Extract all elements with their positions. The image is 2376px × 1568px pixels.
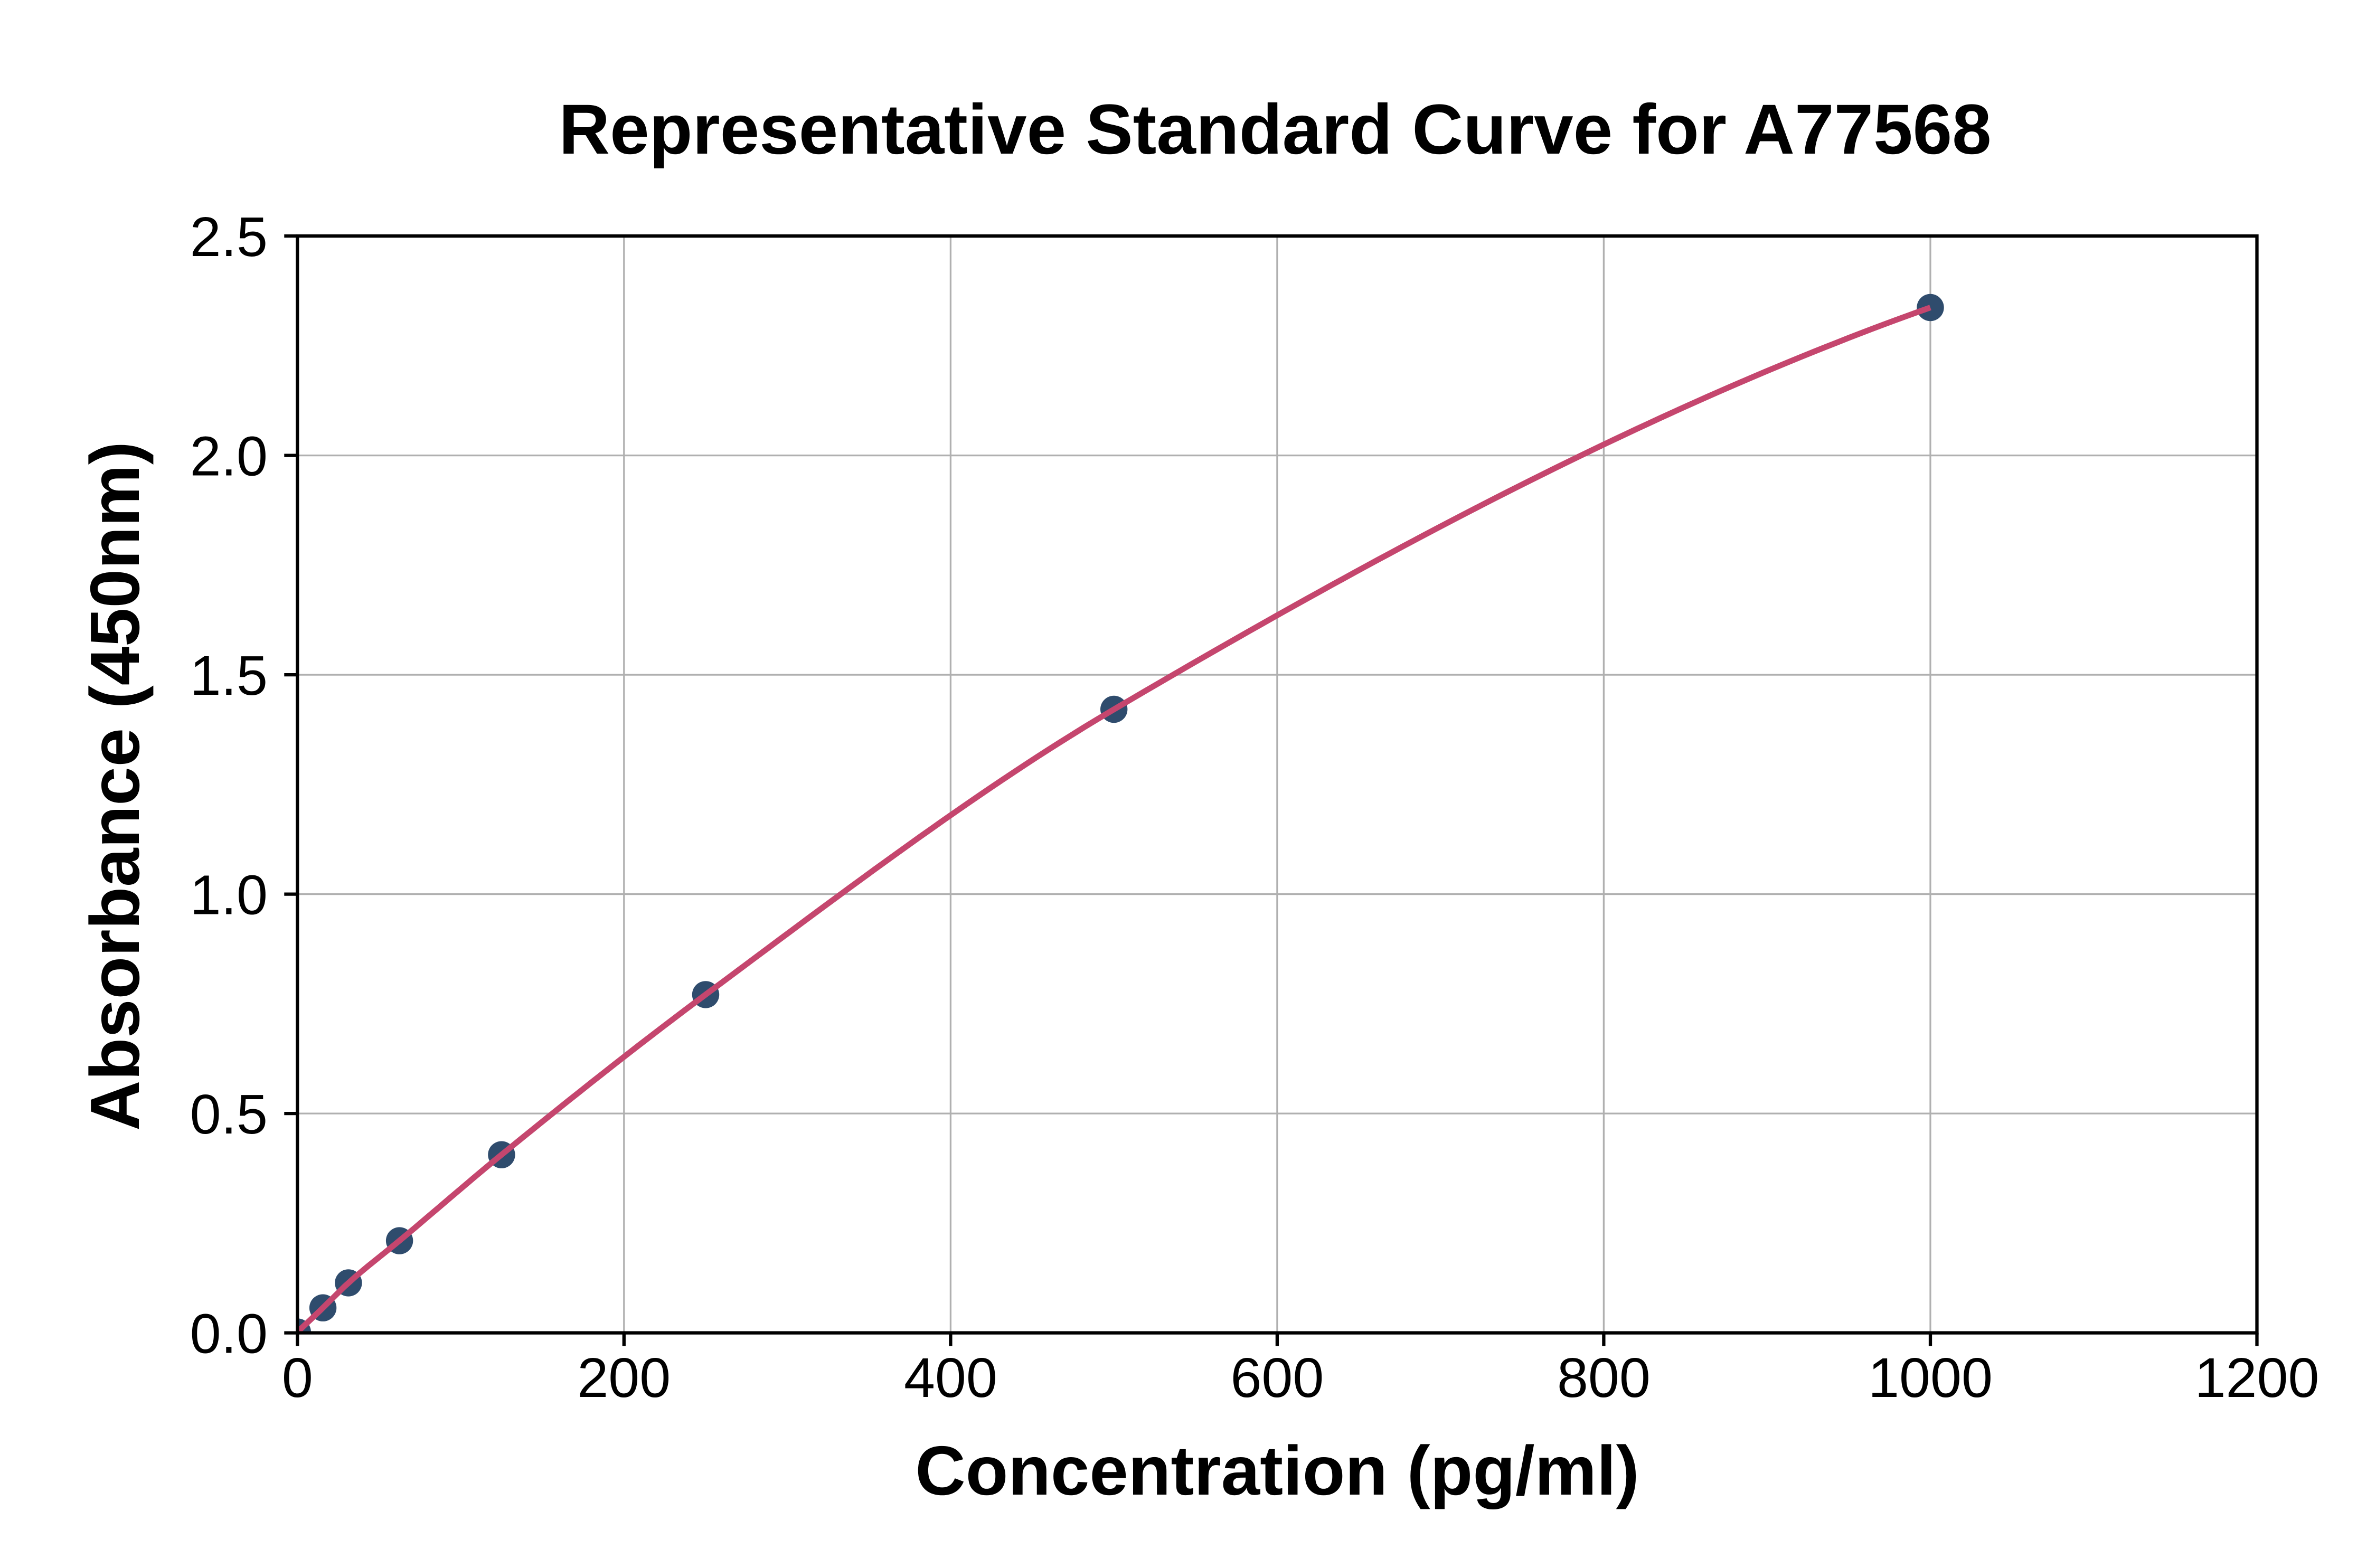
svg-text:Absorbance (450nm): Absorbance (450nm) — [76, 441, 154, 1131]
svg-text:800: 800 — [1557, 1347, 1651, 1409]
svg-text:Representative Standard Curve: Representative Standard Curve for A77568 — [559, 90, 1991, 169]
svg-text:1200: 1200 — [2195, 1347, 2320, 1409]
svg-text:1.0: 1.0 — [190, 864, 268, 927]
svg-text:400: 400 — [904, 1347, 997, 1409]
svg-text:0.0: 0.0 — [190, 1303, 268, 1365]
svg-text:1000: 1000 — [1868, 1347, 1993, 1409]
svg-text:200: 200 — [577, 1347, 671, 1409]
svg-text:600: 600 — [1230, 1347, 1324, 1409]
svg-text:0: 0 — [282, 1347, 313, 1409]
svg-text:0.5: 0.5 — [190, 1083, 268, 1146]
svg-text:Concentration (pg/ml): Concentration (pg/ml) — [915, 1432, 1639, 1509]
svg-text:2.5: 2.5 — [190, 206, 268, 268]
svg-text:2.0: 2.0 — [190, 426, 268, 488]
svg-text:1.5: 1.5 — [190, 645, 268, 707]
